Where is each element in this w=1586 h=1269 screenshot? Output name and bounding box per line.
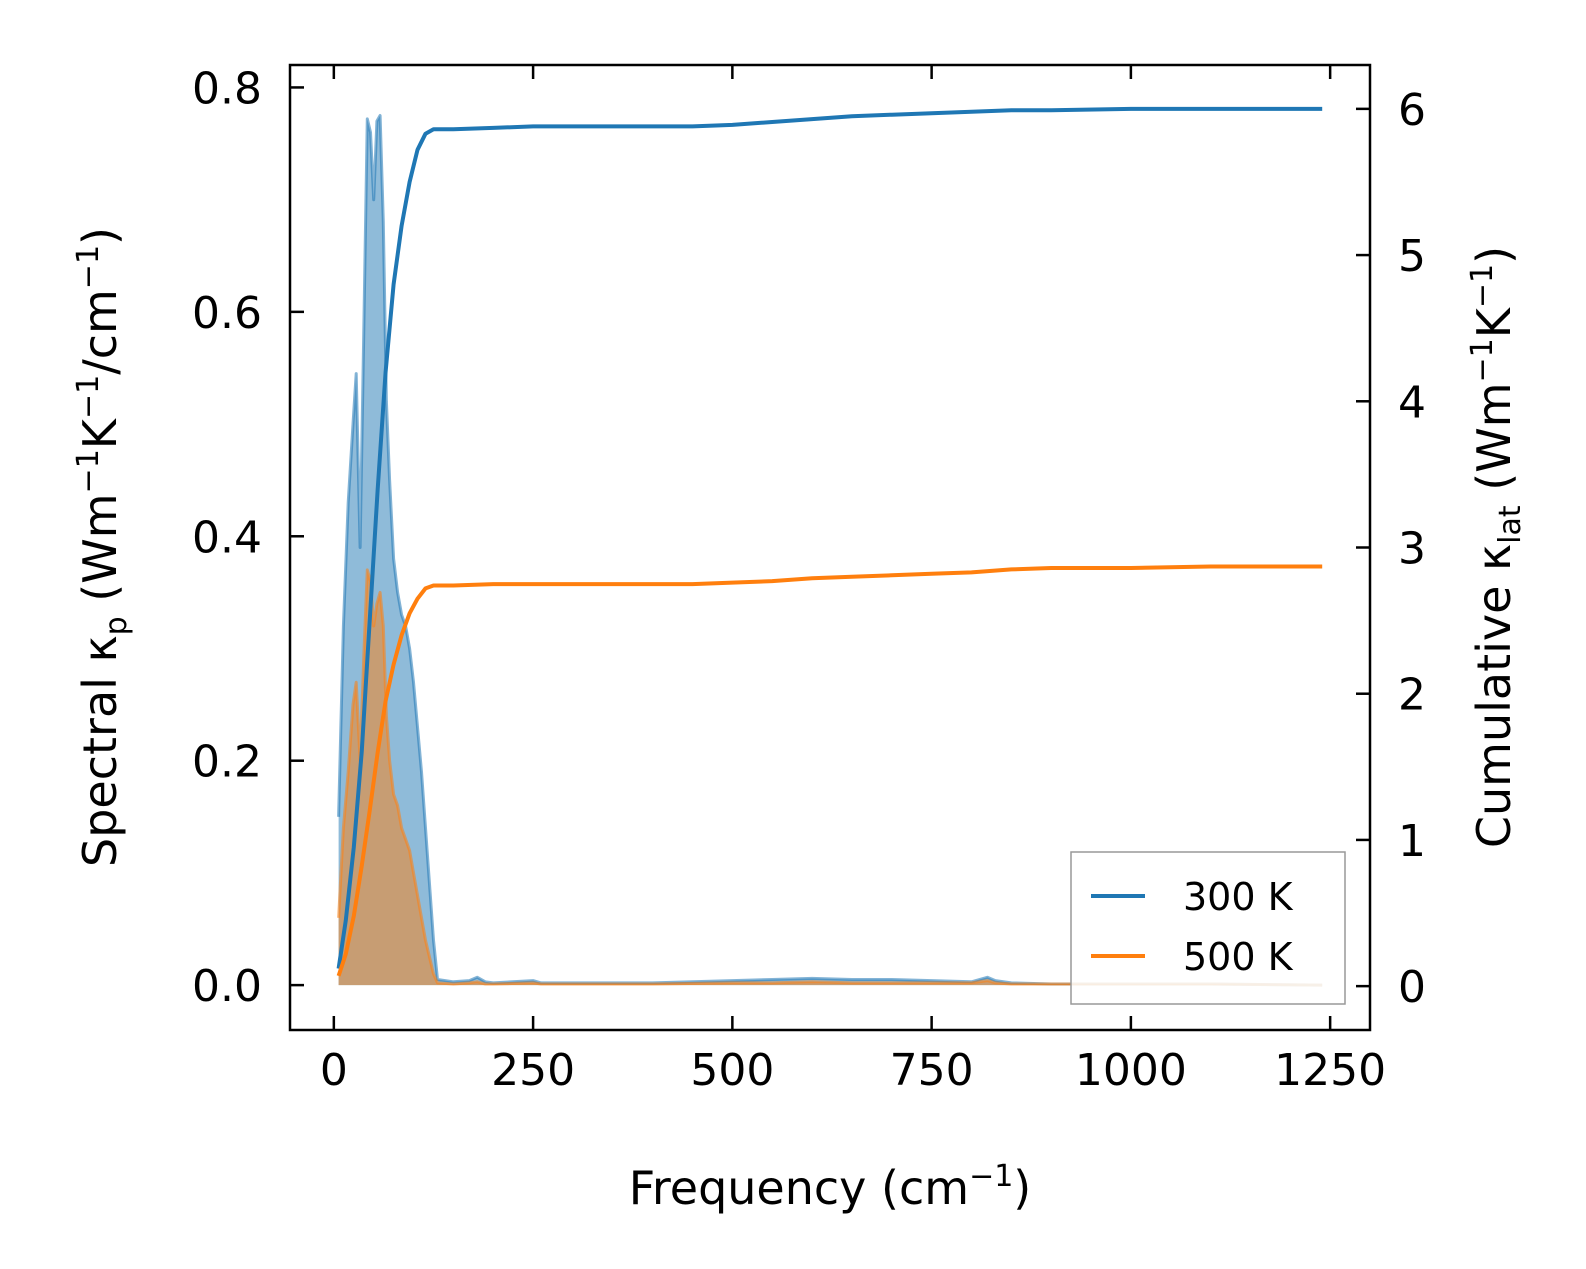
y-right-axis-label: Cumulative κlat (Wm−1K−1) [1465, 246, 1528, 848]
y-left-tick-label: 0.2 [192, 737, 262, 788]
legend-frame [1070, 851, 1346, 1005]
x-tick-label: 250 [491, 1045, 575, 1096]
y-right-tick-label: 1 [1398, 816, 1426, 867]
legend-label-300k: 300 K [1183, 875, 1294, 919]
cumulative-line-500k [336, 564, 1323, 977]
y-right-tick-label: 2 [1398, 670, 1426, 721]
y-right-tick-label: 6 [1398, 85, 1426, 136]
x-tick-label: 1000 [1075, 1045, 1187, 1096]
y-left-tick-label: 0.0 [192, 961, 262, 1012]
y-right-tick-label: 3 [1398, 524, 1426, 575]
y-right-tick-label: 0 [1398, 962, 1426, 1013]
axis-ticks: 0 250 500 750 1000 1250 0.0 0.2 0.4 0.6 0.8 0 1 2 3 4 5 6 [192, 63, 1426, 1096]
y-right-tick-label: 4 [1398, 377, 1426, 428]
y-left-tick-label: 0.6 [192, 288, 262, 339]
legend: 300 K 500 K [1070, 851, 1346, 1005]
legend-label-500k: 500 K [1183, 935, 1294, 979]
cumulative-line-300k [336, 106, 1323, 969]
x-axis-label: Frequency (cm−1) [629, 1159, 1032, 1215]
y-left-tick-label: 0.8 [192, 63, 262, 114]
y-left-axis-label: Spectral κp (Wm−1K−1/cm−1) [71, 227, 134, 867]
y-left-tick-label: 0.4 [192, 512, 262, 563]
x-tick-label: 500 [690, 1045, 774, 1096]
y-right-tick-label: 5 [1398, 231, 1426, 282]
x-tick-label: 750 [890, 1045, 974, 1096]
x-tick-label: 1250 [1274, 1045, 1386, 1096]
spectral-line-300k [337, 114, 1323, 987]
x-tick-label: 0 [320, 1045, 348, 1096]
plot-area [336, 106, 1323, 987]
